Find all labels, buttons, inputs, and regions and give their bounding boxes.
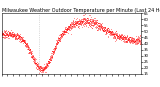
- Text: Milwaukee Weather Outdoor Temperature per Minute (Last 24 Hours): Milwaukee Weather Outdoor Temperature pe…: [2, 8, 160, 13]
